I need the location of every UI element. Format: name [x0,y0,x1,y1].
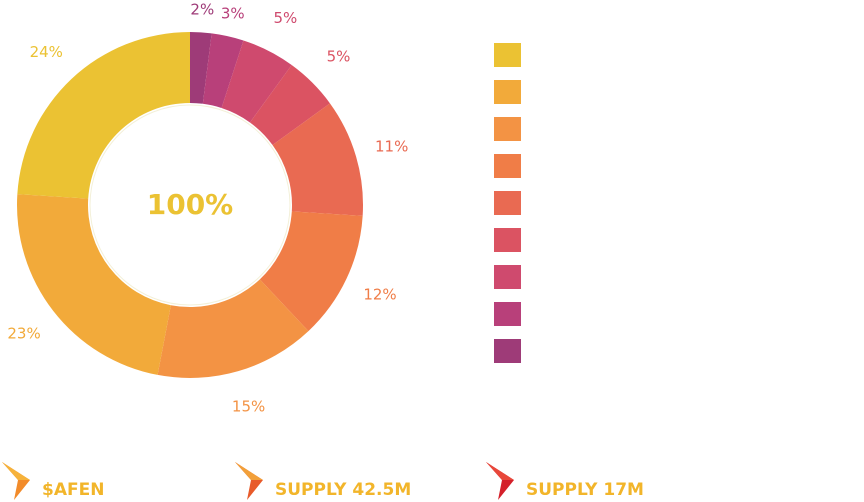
pie-slice [17,32,191,199]
pie-slice [221,40,292,123]
slice-label: 5% [273,9,297,27]
legend [494,43,521,376]
legend-swatch [494,117,521,141]
slice-label: 12% [363,285,396,303]
legend-swatch [494,339,521,363]
pie-slice [202,33,244,108]
supply-logo-icon [235,462,263,500]
footer-label-supply-42: SUPPLY 42.5M [275,480,412,500]
pie-slice [157,279,309,378]
slice-label: 24% [30,43,63,61]
donut-inner-ring [89,104,291,306]
center-label: 100% [147,188,234,221]
pie-slice [16,194,171,375]
pie-slice [249,65,330,146]
donut-slices [16,32,364,378]
pie-slice [259,211,363,332]
legend-swatch [494,80,521,104]
donut-chart: 100% 2% 3% 5% 5% 11% 12% 15% 23% 24% [7,0,408,415]
slice-label: 11% [375,137,408,155]
supply-logo-icon [486,462,514,500]
afen-logo-icon [2,462,30,500]
footer-label-supply-17: SUPPLY 17M [526,480,644,500]
legend-swatch [494,228,521,252]
legend-swatch [494,302,521,326]
footer-supply-17: SUPPLY 17M [484,456,644,502]
legend-swatch [494,43,521,67]
pie-slice [272,103,364,216]
legend-swatch [494,154,521,178]
legend-swatch [494,265,521,289]
slice-label: 3% [221,5,245,23]
slice-label: 5% [327,48,351,66]
slice-labels: 2% 3% 5% 5% 11% 12% 15% 23% 24% [7,0,408,415]
footer-afen: $AFEN [0,456,104,502]
footer-label-afen: $AFEN [42,480,105,500]
slice-label: 2% [190,0,214,18]
legend-swatch [494,191,521,215]
slice-label: 23% [7,325,40,343]
slice-label: 15% [232,398,265,416]
footer-supply-42: SUPPLY 42.5M [233,456,411,502]
pie-slice [190,32,212,104]
